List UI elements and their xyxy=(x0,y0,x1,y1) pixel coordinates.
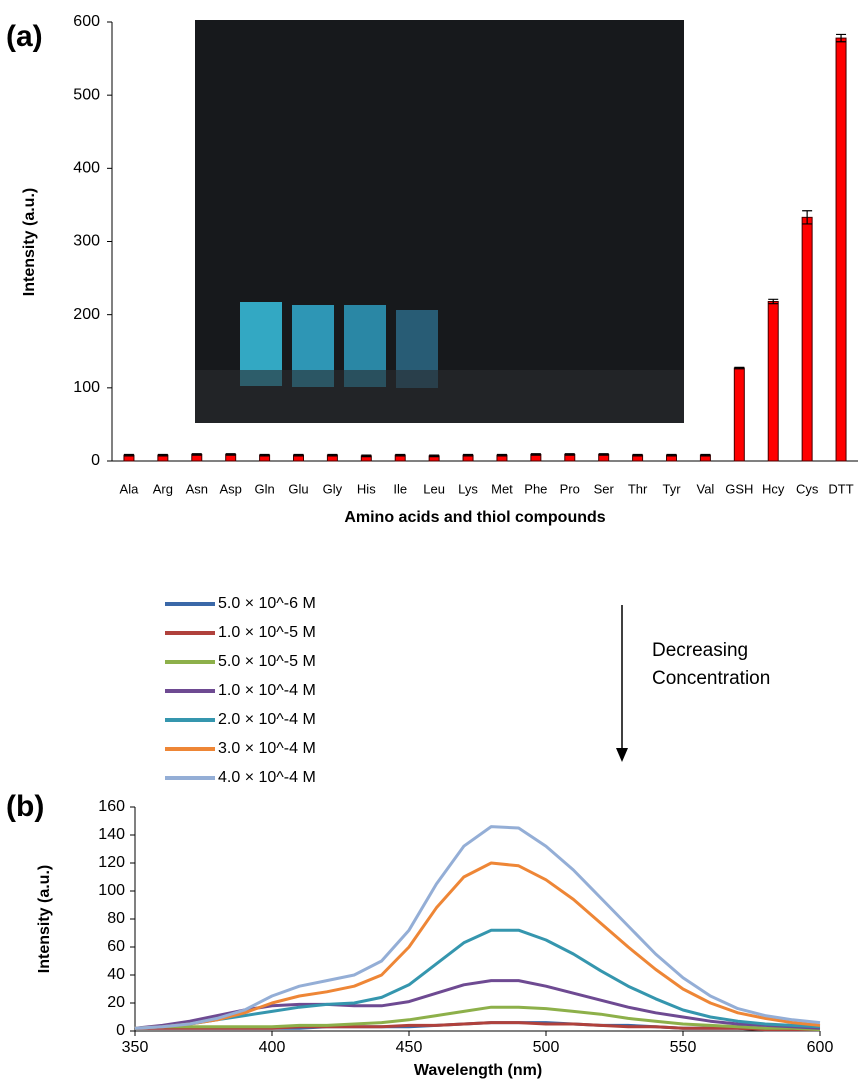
error-bar xyxy=(327,453,338,457)
line-series xyxy=(134,928,821,1030)
x-tick-label: Glu xyxy=(288,481,308,496)
error-bar xyxy=(734,366,745,370)
panel-label: (b) xyxy=(6,790,44,823)
y-tick-label: 140 xyxy=(98,826,125,843)
x-tick-label: Tyr xyxy=(662,481,681,496)
x-tick-label: Arg xyxy=(153,481,173,496)
x-tick-label: Pro xyxy=(560,481,580,496)
y-tick-label: 500 xyxy=(73,86,100,103)
legend-label: 1.0 × 10^-5 M xyxy=(218,624,316,641)
error-bar xyxy=(157,453,168,457)
x-tick-label: His xyxy=(357,481,376,496)
y-tick-label: 80 xyxy=(107,910,125,927)
legend-label: 3.0 × 10^-4 M xyxy=(218,740,316,757)
y-axis-title: Intensity (a.u.) xyxy=(36,865,53,973)
y-tick-label: 20 xyxy=(107,994,125,1011)
x-tick-label: Ala xyxy=(120,481,140,496)
error-bar xyxy=(496,453,507,457)
error-bar xyxy=(768,298,779,305)
x-tick-label: Gly xyxy=(323,481,343,496)
error-bar xyxy=(666,453,677,457)
y-tick-label: 40 xyxy=(107,966,125,983)
y-axis-title: Intensity (a.u.) xyxy=(21,188,38,296)
legend-label: 5.0 × 10^-6 M xyxy=(218,595,316,612)
x-tick-label: 450 xyxy=(396,1039,423,1056)
y-tick-label: 600 xyxy=(73,13,100,30)
y-tick-label: 200 xyxy=(73,306,100,323)
legend-label: 4.0 × 10^-4 M xyxy=(218,769,316,786)
x-tick-label: GSH xyxy=(725,481,753,496)
y-tick-label: 160 xyxy=(98,798,125,815)
x-tick-label: 350 xyxy=(122,1039,149,1056)
x-tick-label: Lys xyxy=(458,481,478,496)
line-series xyxy=(134,825,821,1030)
bar xyxy=(835,37,847,462)
error-bar xyxy=(836,33,847,43)
error-bar xyxy=(564,453,575,456)
error-bar xyxy=(361,454,372,458)
error-bar xyxy=(429,454,440,458)
x-tick-label: Thr xyxy=(628,481,648,496)
error-bar xyxy=(632,453,643,457)
bar xyxy=(767,300,779,462)
inset-photo xyxy=(195,20,684,423)
x-tick-label: Ile xyxy=(393,481,407,496)
x-tick-label: Asn xyxy=(186,481,208,496)
error-bar xyxy=(395,453,406,457)
error-bar xyxy=(191,453,202,456)
x-tick-label: Val xyxy=(696,481,714,496)
x-tick-label: DTT xyxy=(828,481,853,496)
x-tick-label: 600 xyxy=(807,1039,834,1056)
y-tick-label: 0 xyxy=(116,1022,125,1039)
x-tick-label: 400 xyxy=(259,1039,286,1056)
legend-label: 2.0 × 10^-4 M xyxy=(218,711,316,728)
legend-label: 5.0 × 10^-5 M xyxy=(218,653,316,670)
x-tick-label: 550 xyxy=(670,1039,697,1056)
y-tick-label: 0 xyxy=(91,452,100,469)
error-bar xyxy=(293,453,304,457)
error-bar xyxy=(700,453,711,457)
annotation: Decreasing xyxy=(652,640,748,661)
x-tick-label: Gln xyxy=(254,481,274,496)
error-bar xyxy=(123,453,134,457)
panel-label: (a) xyxy=(6,20,43,53)
error-bar xyxy=(225,453,236,456)
y-tick-label: 120 xyxy=(98,854,125,871)
line-series xyxy=(134,861,821,1030)
bar xyxy=(801,216,813,462)
y-tick-label: 100 xyxy=(73,379,100,396)
y-tick-label: 300 xyxy=(73,233,100,250)
x-tick-label: Cys xyxy=(796,481,819,496)
x-tick-label: Met xyxy=(491,481,513,496)
y-tick-label: 100 xyxy=(98,882,125,899)
arrow-head xyxy=(616,748,628,762)
x-tick-label: 500 xyxy=(533,1039,560,1056)
x-tick-label: Leu xyxy=(423,481,445,496)
x-axis-title: Amino acids and thiol compounds xyxy=(344,509,605,526)
error-bar xyxy=(598,453,609,456)
error-bar xyxy=(463,453,474,457)
x-tick-label: Ser xyxy=(594,481,615,496)
error-bar xyxy=(259,453,270,457)
y-tick-label: 60 xyxy=(107,938,125,955)
x-axis-title: Wavelength (nm) xyxy=(414,1062,542,1079)
y-tick-label: 400 xyxy=(73,160,100,177)
error-bar xyxy=(530,453,541,456)
x-tick-label: Asp xyxy=(219,481,241,496)
legend-label: 1.0 × 10^-4 M xyxy=(218,682,316,699)
x-tick-label: Hcy xyxy=(762,481,785,496)
bar xyxy=(733,367,745,462)
x-tick-label: Phe xyxy=(524,481,547,496)
annotation: Concentration xyxy=(652,668,770,689)
error-bar xyxy=(802,210,813,225)
line-series xyxy=(134,1005,821,1032)
